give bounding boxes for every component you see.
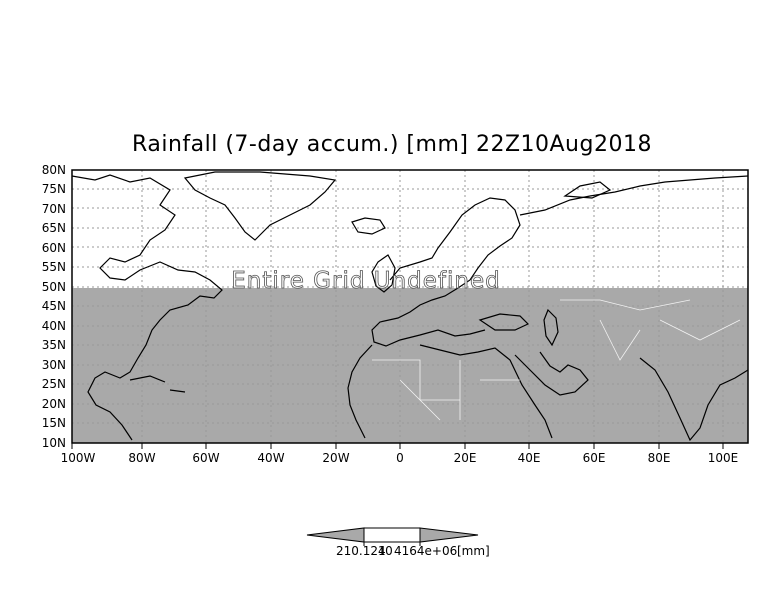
iceland-coast <box>351 217 386 235</box>
lat-label: 45N <box>42 299 66 313</box>
black-sea-coast <box>478 313 530 331</box>
lon-label: 100W <box>61 451 96 465</box>
lon-label: 60W <box>192 451 219 465</box>
colorbar-left-arrow <box>306 527 365 543</box>
india-coast <box>639 357 749 442</box>
lat-label: 25N <box>42 377 66 391</box>
siberia-coast <box>519 175 749 216</box>
country-borders <box>372 299 741 421</box>
lat-label: 80N <box>42 163 66 177</box>
undefined-region-shading <box>72 288 748 443</box>
colorbar-max-label: 4164e+06 <box>394 544 458 558</box>
arabia-coast <box>514 351 589 396</box>
colorbar <box>306 527 479 546</box>
lat-label: 60N <box>42 241 66 255</box>
lon-label: 80W <box>128 451 155 465</box>
lon-label: 100E <box>708 451 739 465</box>
lat-label: 20N <box>42 397 66 411</box>
lat-label: 15N <box>42 416 66 430</box>
axis-ticks <box>71 443 724 449</box>
lat-label: 65N <box>42 221 66 235</box>
colorbar-overlap-label: 10 <box>378 544 393 558</box>
colorbar-min-label: 210.124 <box>336 544 386 558</box>
lat-label: 35N <box>42 338 66 352</box>
lat-label: 40N <box>42 319 66 333</box>
undefined-grid-message: Entire Grid Undefined <box>231 268 501 294</box>
caribbean-islands <box>129 375 186 393</box>
lat-label: 55N <box>42 260 66 274</box>
africa-coast <box>347 344 553 439</box>
coastlines <box>71 171 749 442</box>
north-america-coast <box>71 174 223 441</box>
lon-label: 60E <box>583 451 606 465</box>
lon-label: 80E <box>648 451 671 465</box>
lat-label: 30N <box>42 358 66 372</box>
british-isles-coast <box>371 254 396 293</box>
lon-label: 0 <box>396 451 404 465</box>
lat-label: 50N <box>42 280 66 294</box>
lon-label: 20W <box>322 451 349 465</box>
colorbar-right-arrow <box>419 527 479 543</box>
lat-label: 75N <box>42 182 66 196</box>
novaya-zemlya-coast <box>563 181 612 199</box>
longitude-labels: 100W 80W 60W 40W 20W 0 20E 40E 60E 80E 1… <box>61 451 739 465</box>
caspian-coast <box>543 308 559 347</box>
colorbar-units-label: [mm] <box>457 544 490 558</box>
latitude-labels: 80N 75N 70N 65N 60N 55N 50N 45N 40N 35N … <box>42 163 66 450</box>
europe-coast <box>371 197 521 347</box>
map-frame <box>71 169 749 444</box>
lat-label: 70N <box>42 202 66 216</box>
lat-label: 10N <box>42 436 66 450</box>
colorbar-center-bin <box>363 527 421 543</box>
greenland-coast <box>183 171 337 241</box>
lon-label: 40E <box>518 451 541 465</box>
map-title: Rainfall (7-day accum.) [mm] 22Z10Aug201… <box>132 132 652 157</box>
lon-label: 40W <box>257 451 284 465</box>
lon-label: 20E <box>454 451 477 465</box>
